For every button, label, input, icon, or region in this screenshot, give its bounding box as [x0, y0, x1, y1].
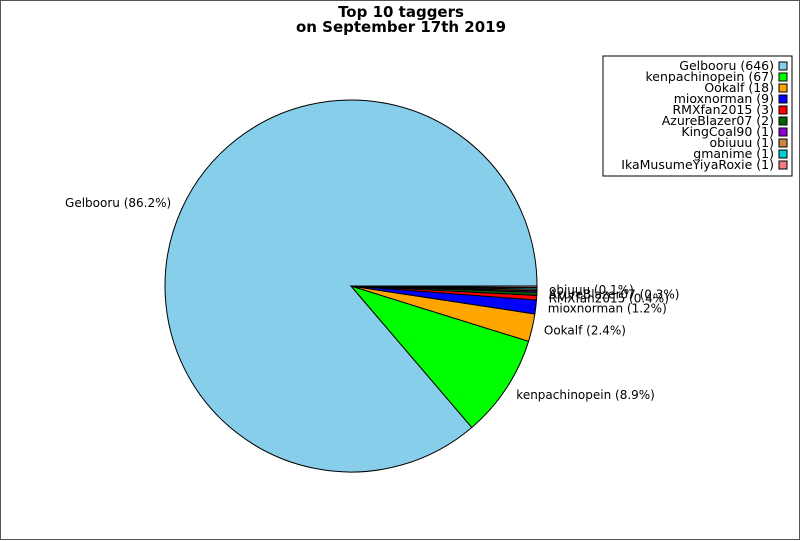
- pie-label-gelbooru: Gelbooru (86.2%): [65, 196, 171, 210]
- legend-label-ikamusumeyiyaroxie: IkaMusumeYiyaRoxie (1): [621, 157, 774, 172]
- legend-label-ookalf: Ookalf (18): [704, 80, 774, 95]
- legend-swatch-rmxfan2015: [778, 105, 788, 115]
- legend-box: [602, 55, 793, 177]
- legend-swatch-gmanime: [778, 149, 788, 159]
- legend-label-kenpachinopein: kenpachinopein (67): [646, 69, 775, 84]
- pie-label-kenpachinopein: kenpachinopein (8.9%): [516, 388, 655, 402]
- legend-label-gelbooru: Gelbooru (646): [679, 58, 774, 73]
- legend-swatch-obiuuu: [778, 138, 788, 148]
- legend-label-azureblazer07: AzureBlazer07 (2): [662, 113, 774, 128]
- pie-slice-kenpachinopein: [349, 285, 530, 429]
- pie-slices: [164, 99, 538, 473]
- chart-title-line1: Top 10 taggers: [338, 3, 464, 21]
- pie-labels: Gelbooru (86.2%) kenpachinopein (8.9%) Ook…: [65, 196, 679, 402]
- pie-label-mioxnorman: mioxnorman (1.2%): [548, 301, 667, 315]
- legend-swatch-mioxnorman: [778, 94, 788, 104]
- pie-label-ookalf: Ookalf (2.4%): [544, 324, 626, 338]
- legend-swatch-gelbooru: [778, 61, 788, 71]
- legend-label-mioxnorman: mioxnorman (9): [674, 91, 774, 106]
- legend-swatch-kenpachinopein: [778, 72, 788, 82]
- legend-swatch-ikamusumeyiyaroxie: [778, 160, 788, 170]
- legend: Gelbooru (646)kenpachinopein (67)Ookalf …: [602, 55, 793, 177]
- legend-swatch-azureblazer07: [778, 116, 788, 126]
- legend-label-obiuuu: obiuuu (1): [709, 135, 774, 150]
- legend-label-gmanime: gmanime (1): [693, 146, 774, 161]
- pie-label-azureblazer07: AzureBlazer07 (0.3%): [549, 287, 680, 301]
- chart-title-line2: on September 17th 2019: [296, 18, 506, 36]
- pie-label-obiuuu: obiuuu (0.1%): [549, 283, 634, 297]
- pie-slice-ikamusumeyiyaroxie: [350, 285, 538, 289]
- legend-swatch-ookalf: [778, 83, 788, 93]
- legend-swatch-kingcoal90: [778, 127, 788, 137]
- legend-label-kingcoal90: KingCoal90 (1): [681, 124, 774, 139]
- legend-label-rmxfan2015: RMXfan2015 (3): [672, 102, 774, 117]
- pie-label-rmxfan2015: RMXfan2015 (0.4%): [549, 291, 669, 305]
